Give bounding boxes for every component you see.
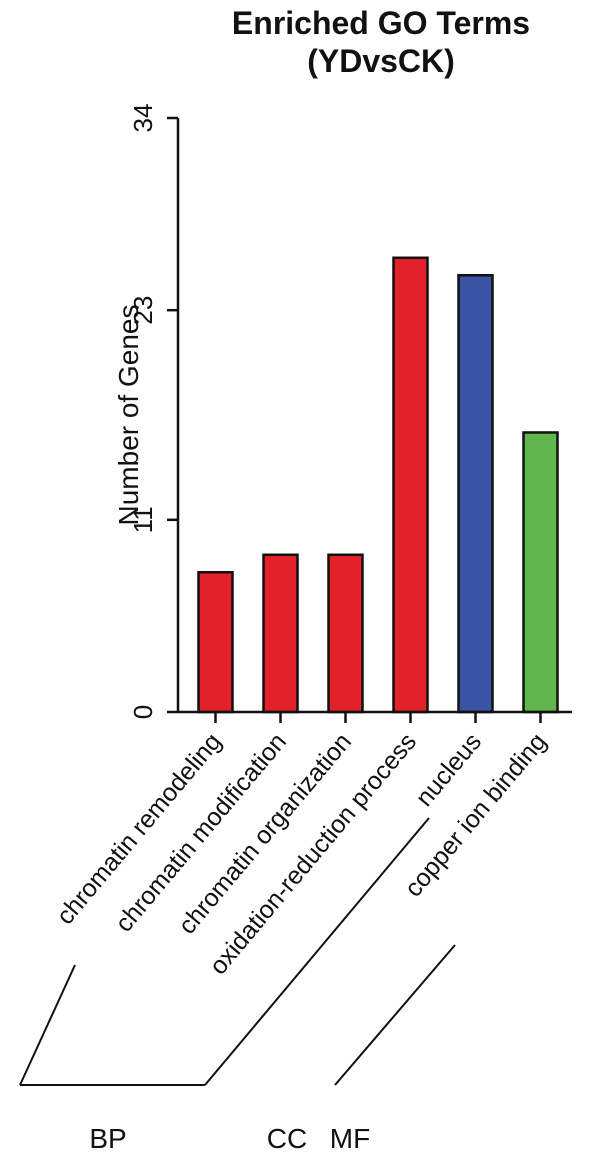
y-tick-label-1: 0 (128, 705, 158, 719)
bar-5 (457, 273, 494, 714)
bar-3 (327, 553, 364, 714)
bar-4 (392, 256, 429, 714)
bp-bracket-left-diagonal (19, 964, 76, 1086)
bar-6 (522, 431, 559, 714)
y-axis-label: Number of Genes (113, 305, 144, 526)
chart-title-line1: Enriched GO Terms (232, 5, 530, 41)
bar-1 (197, 570, 234, 714)
bp-cc-divider-diagonal (204, 817, 430, 1086)
y-tick-label-2: 11 (128, 506, 158, 533)
group-label-cc: CC (267, 1123, 307, 1154)
bars-group (197, 256, 559, 714)
y-tick-label-3: 23 (128, 296, 158, 325)
x-axis-ticks-group (214, 712, 542, 723)
cc-mf-divider-diagonal (334, 944, 456, 1086)
chart-title-line2: (YDvsCK) (307, 43, 455, 79)
bar-2 (262, 553, 299, 714)
group-label-bp: BP (89, 1123, 126, 1154)
group-label-mf: MF (330, 1123, 370, 1154)
y-tick-label-4: 34 (128, 104, 158, 133)
y-axis-ticks-group: 0 11 23 34 (128, 104, 178, 719)
